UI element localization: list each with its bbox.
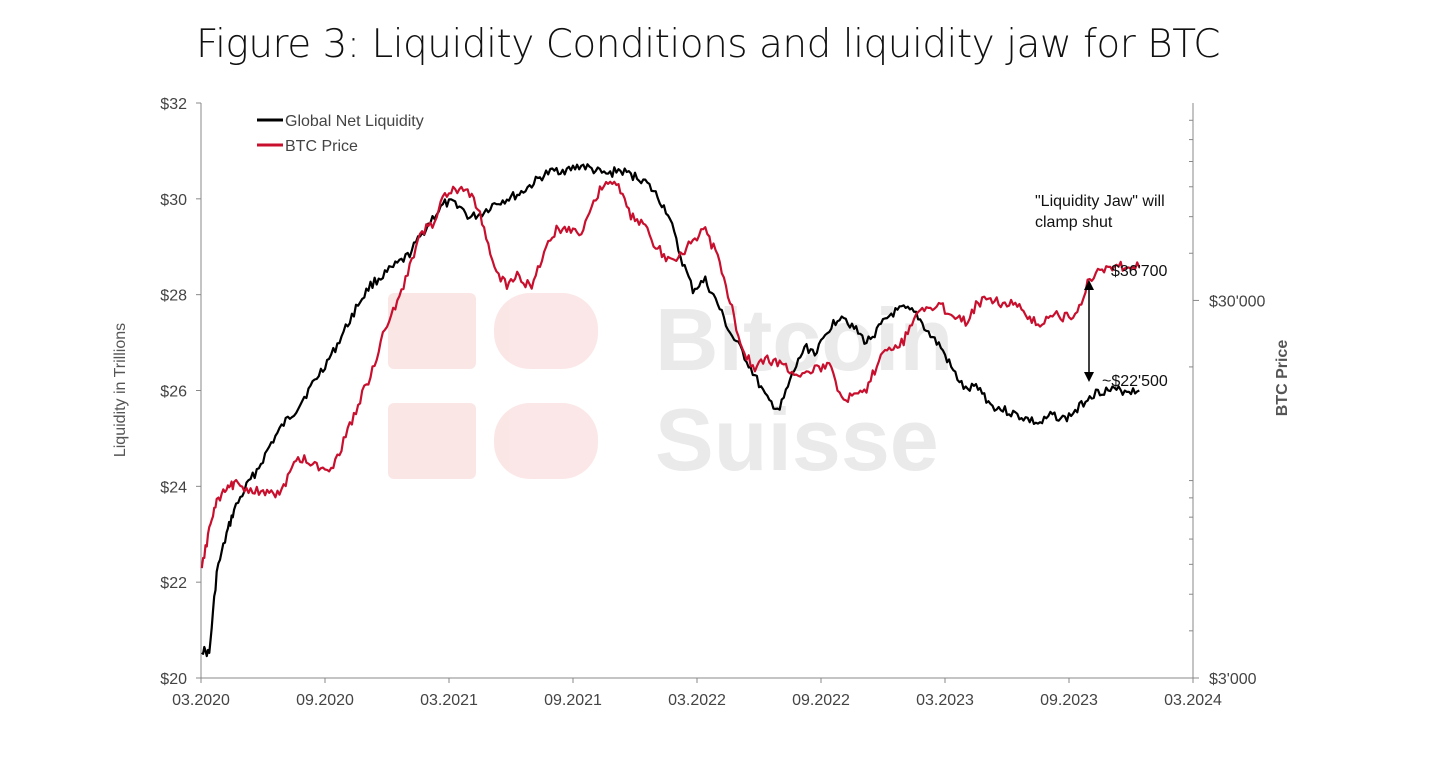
liquidity-end-label: ~$22'500 xyxy=(1102,373,1168,390)
x-tick-label: 09.2021 xyxy=(544,692,602,709)
right-tick-label: $30'000 xyxy=(1209,293,1266,310)
left-tick-label: $28 xyxy=(160,288,187,305)
left-axis-ticks: $20 $22 $24 $26 $28 $30 $32 xyxy=(160,96,201,688)
jaw-annotation-line1: "Liquidity Jaw" will xyxy=(1035,193,1165,210)
jaw-arrow xyxy=(1084,280,1094,382)
x-tick-label: 03.2020 xyxy=(172,692,230,709)
x-tick-label: 03.2023 xyxy=(916,692,974,709)
x-axis-ticks: 03.2020 09.2020 03.2021 09.2021 03.2022 09.20… xyxy=(172,678,1222,709)
x-tick-label: 09.2023 xyxy=(1040,692,1098,709)
left-tick-label: $30 xyxy=(160,192,187,209)
left-tick-label: $32 xyxy=(160,96,187,113)
watermark-line2: Suisse xyxy=(655,390,939,489)
series-line-btc-price xyxy=(200,180,1141,569)
btc-end-label: $36'700 xyxy=(1111,263,1168,280)
series-line-global-net-liquidity xyxy=(201,163,1140,658)
legend-label-liquidity: Global Net Liquidity xyxy=(285,113,424,130)
legend-label-btc: BTC Price xyxy=(285,138,358,155)
left-axis-title: Liquidity in Trillions xyxy=(112,323,129,457)
arrow-up-icon xyxy=(1084,280,1094,290)
left-tick-label: $20 xyxy=(160,671,187,688)
jaw-annotation-line2: clamp shut xyxy=(1035,214,1113,231)
x-tick-label: 03.2022 xyxy=(668,692,726,709)
x-tick-label: 09.2022 xyxy=(792,692,850,709)
watermark: Bitcoin Suisse xyxy=(388,290,953,489)
right-axis-title: BTC Price xyxy=(1274,340,1291,417)
legend: Global Net Liquidity BTC Price xyxy=(257,113,424,155)
x-tick-label: 03.2021 xyxy=(420,692,478,709)
left-tick-label: $26 xyxy=(160,384,187,401)
left-tick-label: $24 xyxy=(160,479,187,496)
page-title: Figure 3: Liquidity Conditions and liqui… xyxy=(196,22,1221,67)
left-tick-label: $22 xyxy=(160,575,187,592)
right-axis-ticks: $3'000 $30'000 xyxy=(1189,119,1266,688)
watermark-logo-icon xyxy=(388,293,598,479)
right-tick-label: $3'000 xyxy=(1209,671,1257,688)
watermark-line1: Bitcoin xyxy=(655,290,953,389)
x-tick-label: 09.2020 xyxy=(296,692,354,709)
x-tick-label: 03.2024 xyxy=(1164,692,1222,709)
arrow-down-icon xyxy=(1084,372,1094,382)
